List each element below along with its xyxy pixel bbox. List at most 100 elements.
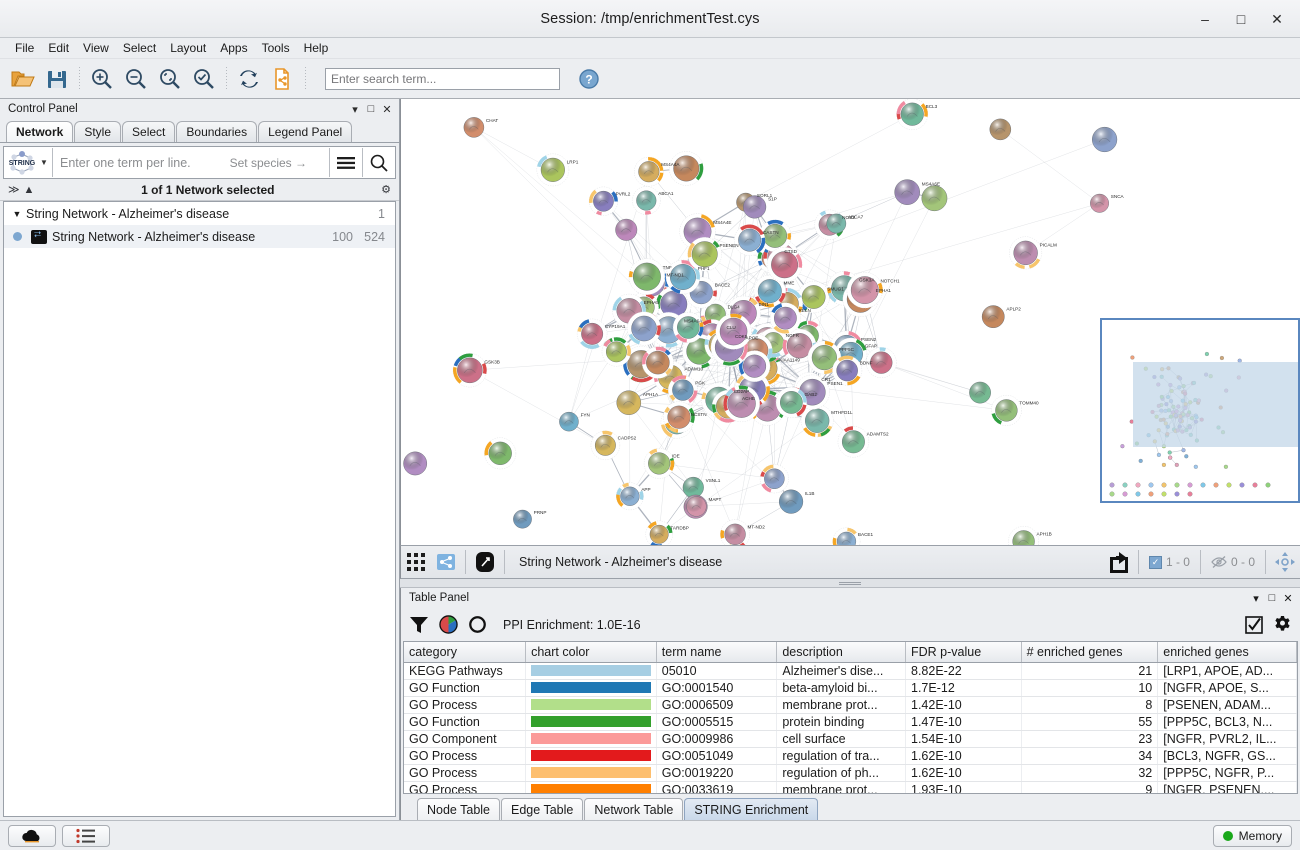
col-description[interactable]: description [776, 642, 906, 663]
memory-status-button[interactable]: Memory [1212, 824, 1292, 847]
menu-help[interactable]: Help [303, 41, 329, 55]
annotation-icon[interactable] [470, 547, 500, 577]
search-icon[interactable] [363, 147, 395, 178]
help-icon[interactable]: ? [572, 62, 606, 96]
expand-all-icon[interactable]: ▲ [23, 183, 35, 196]
enrichment-table-wrapper[interactable]: category chart color term name descripti… [403, 641, 1298, 794]
panel-splitter[interactable] [400, 579, 1300, 588]
col-fdr-pvalue[interactable]: FDR p-value [905, 642, 1022, 663]
table-row[interactable]: GO Function GO:0001540 beta-amyloid bi... 1… [404, 679, 1297, 697]
col-term-name[interactable]: term name [656, 642, 778, 663]
table-row[interactable]: GO Process GO:0006509 membrane prot... 1.42… [404, 696, 1297, 714]
menu-view[interactable]: View [83, 41, 109, 55]
table-panel-close-icon[interactable]: ✕ [1283, 592, 1293, 605]
checkbox-checked-icon[interactable] [1245, 615, 1263, 634]
menu-select[interactable]: Select [122, 41, 157, 55]
toolbar-separator [305, 66, 306, 91]
pie-chart-color-icon[interactable] [439, 615, 458, 634]
table-row[interactable]: GO Process GO:0051049 regulation of tra...… [404, 747, 1297, 765]
gear-icon[interactable] [1273, 615, 1292, 634]
grid-layout-icon[interactable] [401, 547, 431, 577]
tab-string-enrichment[interactable]: STRING Enrichment [684, 798, 819, 820]
svg-text:BACE2: BACE2 [715, 282, 731, 287]
export-network-icon[interactable] [266, 62, 300, 96]
tab-style[interactable]: Style [74, 121, 122, 142]
tree-row-network[interactable]: String Network - Alzheimer's disease 100… [4, 225, 395, 248]
col-enriched-genes[interactable]: enriched genes [1157, 642, 1297, 663]
maximize-button[interactable]: □ [1236, 11, 1246, 27]
tab-network-table[interactable]: Network Table [584, 798, 684, 820]
table-row[interactable]: GO Function GO:0005515 protein binding 1.47… [404, 713, 1297, 731]
navigator-viewport[interactable] [1133, 361, 1298, 447]
col-category[interactable]: category [404, 642, 527, 663]
open-session-icon[interactable] [6, 62, 40, 96]
cell-fdr: 1.54E-10 [905, 730, 1022, 748]
pan-navigate-icon[interactable] [1270, 547, 1300, 577]
close-button[interactable]: ✕ [1271, 10, 1283, 27]
control-panel-collapse-icon[interactable]: ▾ [352, 103, 358, 116]
refresh-icon[interactable] [232, 62, 266, 96]
network-tree[interactable]: ▼ String Network - Alzheimer's disease 1… [3, 201, 396, 817]
tree-row-root[interactable]: ▼ String Network - Alzheimer's disease 1 [4, 202, 395, 225]
string-logo-icon[interactable]: STRING [4, 147, 40, 178]
svg-text:CDK5: CDK5 [735, 334, 748, 339]
checkbox-checked-icon[interactable]: ✓ [1148, 555, 1162, 569]
funnel-filter-icon[interactable] [409, 615, 429, 635]
table-row[interactable]: GO Process GO:0033619 membrane prot... 1.93… [404, 781, 1297, 793]
donut-ring-icon[interactable] [468, 615, 487, 634]
zoom-selected-icon[interactable] [187, 62, 221, 96]
network-view[interactable]: MT-ND2 MT-ND1 VSNL1 CD2AP MS4A4A MS4A6A MS4A4E… [400, 99, 1300, 546]
menu-tools[interactable]: Tools [261, 41, 290, 55]
zoom-fit-icon[interactable] [153, 62, 187, 96]
control-panel-float-icon[interactable]: □ [367, 103, 375, 115]
cell-description: regulation of ph... [776, 764, 906, 782]
col-chart-color[interactable]: chart color [525, 642, 657, 663]
tab-legend-panel[interactable]: Legend Panel [258, 121, 353, 142]
cell-term-name: GO:0019220 [656, 764, 778, 782]
network-canvas[interactable]: MT-ND2 MT-ND1 VSNL1 CD2AP MS4A4A MS4A6A MS4A4E… [401, 99, 1300, 546]
zoom-out-icon[interactable] [119, 62, 153, 96]
svg-text:CD2AP: CD2AP [734, 389, 749, 394]
table-panel-float-icon[interactable]: □ [1268, 592, 1276, 604]
divider [1137, 550, 1139, 574]
menu-edit[interactable]: Edit [48, 41, 70, 55]
zoom-in-icon[interactable] [85, 62, 119, 96]
task-list-icon[interactable] [62, 824, 110, 847]
string-term-input[interactable]: Enter one term per line. [60, 155, 191, 170]
eye-hidden-icon[interactable] [1211, 555, 1227, 569]
col-num-enriched[interactable]: # enriched genes [1021, 642, 1159, 663]
menu-apps[interactable]: Apps [220, 41, 248, 55]
search-input[interactable]: Enter search term... [325, 67, 560, 90]
minimize-button[interactable]: – [1201, 11, 1209, 27]
expand-toggle-icon[interactable]: ▼ [12, 208, 22, 219]
search-placeholder: Enter search term... [331, 71, 437, 86]
collapse-all-icon[interactable]: ≫ [8, 184, 20, 196]
save-session-icon[interactable] [40, 62, 74, 96]
share-export-icon[interactable] [1104, 547, 1134, 577]
table-row[interactable]: GO Component GO:0009986 cell surface 1.54E-… [404, 730, 1297, 748]
hamburger-icon[interactable] [330, 147, 362, 178]
svg-text:?: ? [585, 72, 592, 86]
string-species-dropdown-icon[interactable]: ▼ [40, 158, 48, 167]
tab-edge-table[interactable]: Edge Table [501, 798, 584, 820]
cloud-icon[interactable] [8, 824, 56, 847]
svg-text:MS4A4E: MS4A4E [713, 220, 731, 225]
table-row[interactable]: GO Process GO:0019220 regulation of ph... 1… [404, 764, 1297, 782]
table-row[interactable]: KEGG Pathways 05010 Alzheimer's dise... 8.8… [404, 662, 1297, 680]
menu-layout[interactable]: Layout [170, 41, 207, 55]
set-species-link[interactable]: Set species → [229, 155, 307, 170]
cell-num-enriched: 23 [1021, 730, 1159, 748]
network-navigator[interactable] [1100, 318, 1300, 503]
svg-text:DLG4: DLG4 [728, 305, 741, 310]
menu-file[interactable]: File [15, 41, 35, 55]
table-panel-collapse-icon[interactable]: ▾ [1253, 592, 1259, 605]
cell-enriched-genes: [NGFR, APOE, S... [1157, 679, 1297, 697]
control-panel-close-icon[interactable]: ✕ [382, 103, 392, 116]
tab-network[interactable]: Network [6, 121, 74, 142]
cell-enriched-genes: [NGFR, PSENEN,... [1157, 781, 1297, 793]
tab-boundaries[interactable]: Boundaries [176, 121, 258, 142]
tab-node-table[interactable]: Node Table [417, 798, 501, 820]
string-network-icon[interactable] [431, 547, 461, 577]
gear-icon[interactable]: ⚙ [381, 184, 391, 196]
tab-select[interactable]: Select [122, 121, 176, 142]
